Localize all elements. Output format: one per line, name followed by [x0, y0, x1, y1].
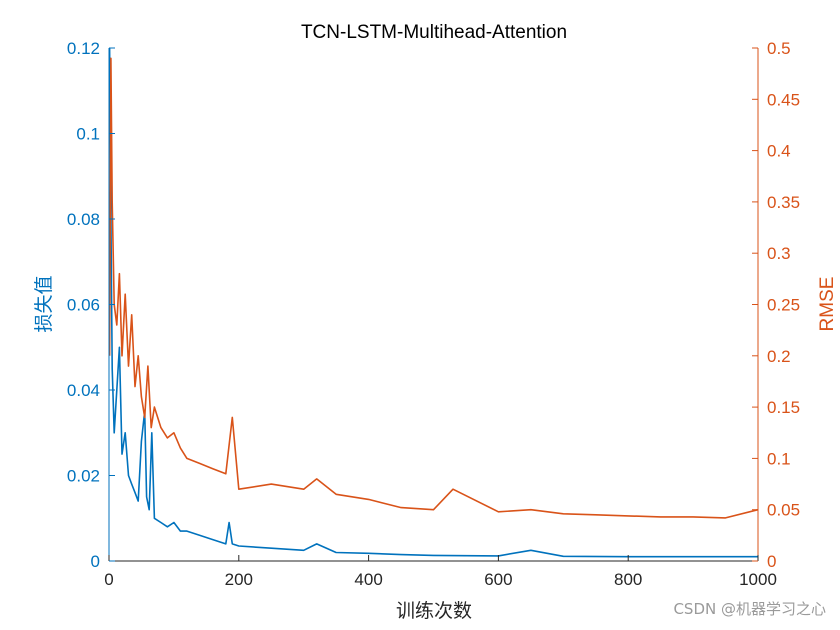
x-tick-label: 400 [354, 570, 382, 589]
right-y-tick-label: 0.15 [767, 398, 800, 417]
x-tick-label: 0 [104, 570, 113, 589]
series-layer [108, 47, 759, 558]
x-tick-label: 600 [484, 570, 512, 589]
axes-box [109, 48, 758, 561]
chart-title: TCN-LSTM-Multihead-Attention [301, 22, 567, 43]
x-tick-label: 200 [225, 570, 253, 589]
left-y-axis-ticks: 0 0.02 0.04 0.06 0.08 0.1 0.12 [67, 39, 115, 571]
x-axis-label: 训练次数 [396, 600, 472, 622]
x-tick-label: 800 [614, 570, 642, 589]
right-y-tick-label: 0.05 [767, 501, 800, 520]
left-y-tick-label: 0.02 [67, 467, 100, 486]
right-y-tick-label: 0 [767, 552, 776, 571]
left-y-tick-label: 0 [91, 552, 100, 571]
right-y-tick-label: 0.25 [767, 296, 800, 315]
right-y-tick-label: 0.2 [767, 347, 791, 366]
x-tick-label: 1000 [739, 570, 777, 589]
rmse-series-line [108, 57, 759, 519]
loss-series-line [108, 47, 758, 558]
x-axis-ticks: 0 200 400 600 800 1000 [104, 555, 777, 589]
right-y-tick-label: 0.5 [767, 39, 791, 58]
right-y-tick-label: 0.3 [767, 244, 791, 263]
left-y-tick-label: 0.08 [67, 210, 100, 229]
watermark: CSDN @机器学习之心 [673, 600, 826, 618]
right-y-tick-label: 0.4 [767, 142, 791, 161]
right-y-tick-label: 0.1 [767, 449, 791, 468]
right-y-axis-label: RMSE [817, 277, 838, 332]
right-y-tick-label: 0.45 [767, 90, 800, 109]
right-y-axis-ticks: 0 0.05 0.1 0.15 0.2 0.25 0.3 0.35 0.4 0.45 0.5 [752, 39, 800, 571]
plot-area: 0 200 400 600 800 1000 0 0.02 0.04 0.06 0.08 0.1 0.… [67, 39, 800, 589]
left-y-tick-label: 0.12 [67, 39, 100, 58]
left-y-tick-label: 0.06 [67, 296, 100, 315]
left-y-axis-label: 损失值 [33, 275, 55, 332]
left-y-tick-label: 0.1 [76, 125, 100, 144]
right-y-tick-label: 0.35 [767, 193, 800, 212]
left-y-tick-label: 0.04 [67, 381, 100, 400]
